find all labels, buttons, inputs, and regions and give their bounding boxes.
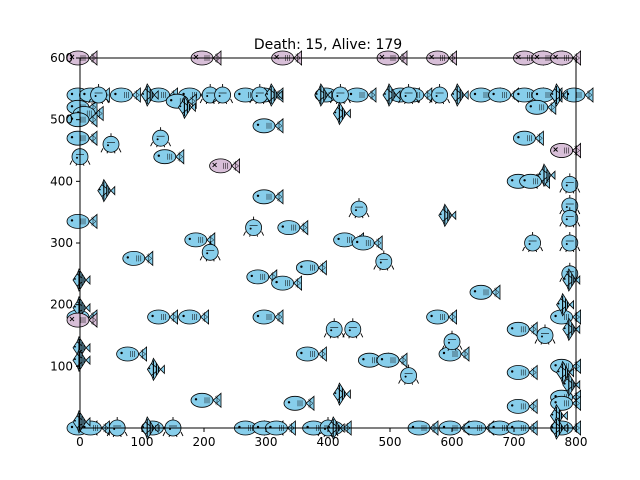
x-tick-label: 100 (131, 435, 154, 449)
alive-angelfish-mark (562, 317, 581, 342)
alive-fish-mark (506, 321, 538, 338)
alive-fish-mark (252, 188, 284, 205)
x-tick-label: 0 (76, 435, 84, 449)
alive-angelfish-mark (264, 83, 283, 107)
alive-angelfish-mark (314, 83, 333, 107)
x-tick-label: 800 (565, 435, 588, 449)
alive-fish-mark (153, 148, 185, 165)
alive-blob-mark (212, 84, 234, 105)
alive-fish-mark (122, 250, 154, 267)
x-tick-label: 400 (317, 435, 340, 449)
alive-fish-mark (376, 352, 408, 369)
alive-angelfish-mark (556, 292, 574, 317)
y-tick-label: 200 (50, 298, 73, 312)
alive-fish-mark (295, 346, 327, 362)
x-axis: 0 100 200 300 400 500 600 700 800 (76, 428, 587, 449)
alive-fish-mark (252, 117, 284, 134)
alive-angelfish-mark (72, 348, 91, 373)
alive-blob-mark (559, 195, 581, 216)
alive-fish-mark (513, 130, 544, 147)
alive-fish-mark (66, 213, 98, 230)
alive-fish-mark (426, 309, 458, 325)
alive-fish-mark (506, 398, 538, 415)
alive-fish-mark (351, 235, 383, 251)
x-tick-label: 500 (379, 435, 402, 449)
chart-title: Death: 15, Alive: 179 (254, 37, 402, 53)
alive-blob-mark (373, 250, 395, 271)
alive-angelfish-mark (562, 372, 581, 397)
alive-angelfish-mark (72, 268, 91, 292)
alive-angelfish-mark (332, 101, 351, 126)
alive-blob-mark (441, 330, 463, 351)
y-tick-label: 400 (50, 174, 73, 188)
alive-fish-mark (519, 173, 550, 190)
alive-blob-mark (522, 232, 544, 253)
alive-fish-mark (116, 346, 148, 362)
alive-blob-mark (398, 84, 420, 105)
alive-angelfish-mark (450, 83, 469, 107)
alive-fish-mark (550, 309, 581, 325)
x-tick-label: 200 (193, 435, 216, 449)
alive-angelfish-mark (140, 83, 159, 107)
alive-fish-mark (147, 309, 179, 325)
alive-angelfish-mark (97, 178, 116, 203)
alive-blob-mark (342, 318, 364, 339)
alive-fish-mark (246, 269, 278, 285)
alive-angelfish-mark (382, 83, 401, 107)
alive-blob-mark (150, 127, 172, 148)
marks-layer (66, 50, 594, 440)
alive-fish-mark (283, 395, 315, 412)
alive-angelfish-mark (562, 268, 581, 292)
alive-fish-mark (66, 130, 98, 147)
alive-blob-mark (100, 133, 122, 154)
alive-blob-mark (398, 364, 420, 385)
alive-fish-mark (506, 364, 538, 381)
alive-blob-mark (534, 324, 556, 345)
x-tick-label: 300 (255, 435, 278, 449)
alive-angelfish-mark (438, 203, 457, 228)
alive-angelfish-mark (146, 357, 165, 382)
alive-blob-mark (559, 207, 581, 228)
x-tick-label: 700 (503, 435, 526, 449)
dead-fish-mark (66, 312, 98, 328)
alive-fish-mark (295, 259, 327, 276)
alive-angelfish-mark (549, 83, 568, 107)
y-tick-label: 100 (50, 359, 73, 373)
alive-blob-mark (323, 318, 345, 339)
y-tick-label: 500 (50, 113, 73, 127)
alive-blob-mark (348, 198, 370, 219)
alive-fish-mark (345, 87, 377, 103)
alive-blob-mark (429, 84, 451, 105)
alive-blob-mark (88, 84, 110, 105)
alive-angelfish-mark (537, 163, 556, 188)
alive-fish-mark (252, 309, 284, 325)
alive-angelfish-mark (556, 360, 574, 385)
alive-blob-mark (329, 84, 351, 105)
y-tick-label: 300 (50, 236, 73, 250)
alive-blob-mark (243, 216, 265, 237)
alive-blob-mark (559, 232, 581, 253)
alive-blob-mark (559, 173, 581, 194)
alive-fish-mark (271, 275, 303, 291)
alive-blob-mark (106, 417, 128, 438)
dead-fish-mark (209, 158, 241, 174)
alive-fish-mark (178, 309, 210, 325)
alive-angelfish-mark (332, 382, 351, 406)
dead-fish-mark (550, 142, 581, 159)
alive-angelfish-mark (177, 95, 196, 120)
alive-fish-mark (110, 87, 141, 103)
alive-fish-mark (469, 284, 501, 301)
y-axis: 100 200 300 400 500 600 (50, 51, 80, 373)
alive-fish-mark (525, 99, 557, 116)
alive-fish-mark (277, 219, 309, 236)
alive-fish-mark (190, 392, 222, 409)
alive-fish-mark (562, 87, 594, 103)
alive-blob-mark (199, 241, 221, 262)
y-tick-label: 600 (50, 51, 73, 65)
x-tick-label: 600 (441, 435, 464, 449)
alive-blob-mark (162, 417, 184, 438)
